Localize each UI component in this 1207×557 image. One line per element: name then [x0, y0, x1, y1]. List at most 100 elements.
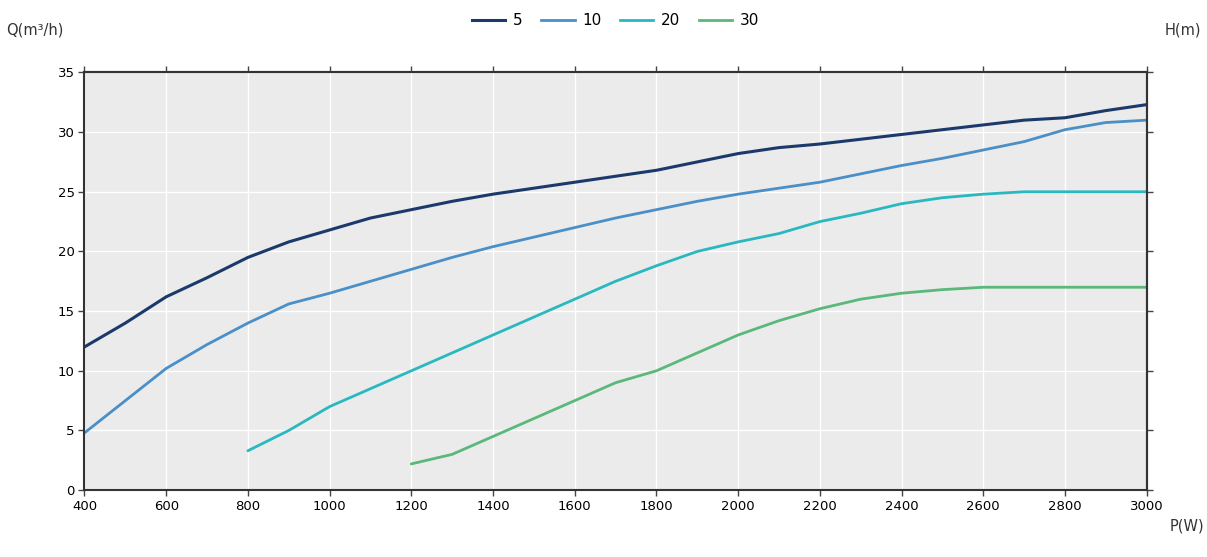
30	[853, 296, 868, 302]
20	[281, 427, 296, 434]
Line: 10: 10	[84, 120, 1147, 433]
10	[731, 191, 746, 198]
5	[159, 294, 174, 300]
30	[404, 461, 419, 467]
30	[1057, 284, 1072, 291]
5	[404, 206, 419, 213]
5	[445, 198, 460, 204]
Text: P(W): P(W)	[1170, 519, 1205, 534]
20	[485, 331, 500, 338]
5	[1139, 101, 1154, 108]
Text: H(m): H(m)	[1165, 22, 1201, 37]
5	[118, 320, 133, 326]
20	[608, 278, 623, 285]
5	[1057, 114, 1072, 121]
30	[649, 368, 664, 374]
30	[1139, 284, 1154, 291]
30	[731, 331, 746, 338]
10	[1139, 117, 1154, 124]
30	[485, 433, 500, 440]
10	[608, 214, 623, 221]
5	[322, 227, 337, 233]
5	[240, 254, 255, 261]
30	[608, 379, 623, 386]
10	[935, 155, 950, 162]
30	[771, 317, 786, 324]
20	[363, 385, 378, 392]
20	[1057, 188, 1072, 195]
5	[935, 126, 950, 133]
5	[771, 144, 786, 151]
30	[976, 284, 991, 291]
Text: Q(m³/h): Q(m³/h)	[6, 22, 64, 37]
10	[690, 198, 705, 204]
10	[894, 162, 909, 169]
5	[567, 179, 582, 185]
10	[322, 290, 337, 296]
20	[1139, 188, 1154, 195]
30	[1016, 284, 1031, 291]
10	[281, 301, 296, 307]
10	[649, 206, 664, 213]
20	[526, 314, 541, 320]
Legend: 5, 10, 20, 30: 5, 10, 20, 30	[466, 7, 765, 34]
30	[894, 290, 909, 296]
10	[812, 179, 827, 185]
5	[894, 131, 909, 138]
20	[731, 238, 746, 245]
20	[976, 191, 991, 198]
20	[853, 210, 868, 217]
30	[812, 305, 827, 312]
Line: 20: 20	[247, 192, 1147, 451]
5	[853, 136, 868, 143]
30	[445, 451, 460, 458]
10	[445, 254, 460, 261]
10	[200, 341, 215, 348]
30	[567, 397, 582, 404]
30	[526, 415, 541, 422]
5	[1016, 117, 1031, 124]
10	[567, 224, 582, 231]
20	[812, 218, 827, 225]
10	[159, 365, 174, 372]
30	[690, 350, 705, 356]
20	[935, 194, 950, 201]
20	[567, 296, 582, 302]
10	[771, 185, 786, 192]
10	[118, 397, 133, 404]
Line: 30: 30	[412, 287, 1147, 464]
5	[731, 150, 746, 157]
5	[363, 214, 378, 221]
10	[240, 320, 255, 326]
10	[976, 146, 991, 153]
20	[1098, 188, 1113, 195]
20	[240, 447, 255, 454]
20	[404, 368, 419, 374]
5	[1098, 108, 1113, 114]
10	[363, 278, 378, 285]
10	[1016, 138, 1031, 145]
5	[485, 191, 500, 198]
30	[935, 286, 950, 293]
20	[894, 201, 909, 207]
20	[322, 403, 337, 410]
5	[690, 159, 705, 165]
10	[526, 234, 541, 241]
10	[1057, 126, 1072, 133]
5	[649, 167, 664, 174]
5	[200, 275, 215, 281]
20	[690, 248, 705, 255]
5	[77, 344, 92, 350]
5	[281, 238, 296, 245]
10	[1098, 119, 1113, 126]
5	[526, 185, 541, 192]
10	[404, 266, 419, 273]
5	[608, 173, 623, 179]
Line: 5: 5	[84, 105, 1147, 347]
5	[976, 121, 991, 128]
20	[1016, 188, 1031, 195]
10	[485, 243, 500, 250]
20	[445, 350, 460, 356]
20	[649, 262, 664, 269]
20	[771, 230, 786, 237]
